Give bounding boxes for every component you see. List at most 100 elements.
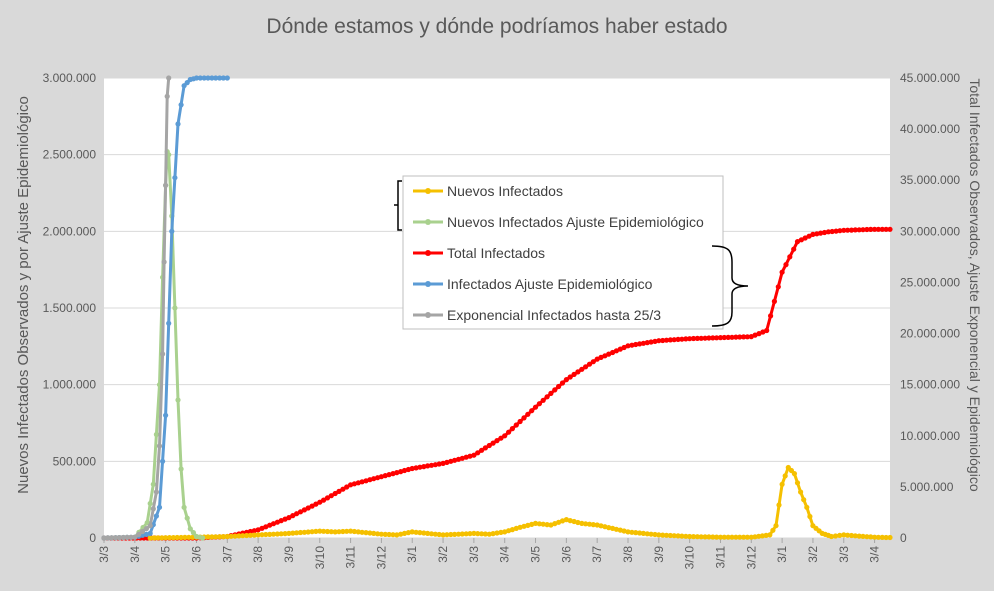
data-point bbox=[852, 227, 858, 233]
data-point bbox=[875, 534, 882, 540]
data-point bbox=[714, 335, 720, 341]
data-point bbox=[710, 534, 716, 540]
data-point bbox=[818, 230, 824, 236]
data-point bbox=[517, 524, 523, 530]
y-axis-left-label: Nuevos Infectados Observados y por Ajust… bbox=[15, 96, 32, 494]
x-tick-label: 3/1 bbox=[405, 546, 419, 563]
data-point bbox=[675, 336, 681, 342]
data-point bbox=[428, 462, 435, 468]
data-point bbox=[548, 390, 554, 396]
data-point bbox=[764, 327, 770, 334]
y-axis-left-ticks: 0 500.000 1.000.000 1.500.000 2.000.000 2.500… bbox=[43, 71, 97, 545]
data-point bbox=[583, 364, 589, 370]
data-point bbox=[525, 522, 531, 529]
data-point bbox=[184, 515, 190, 521]
data-point bbox=[417, 464, 423, 470]
legend: Nuevos Infectados Nuevos Infectados Ajus… bbox=[394, 175, 749, 330]
data-point bbox=[571, 371, 577, 377]
data-point bbox=[498, 529, 504, 536]
data-point bbox=[163, 535, 169, 541]
data-point bbox=[155, 535, 161, 541]
data-point bbox=[621, 344, 627, 351]
data-point bbox=[278, 518, 284, 524]
data-point bbox=[837, 532, 843, 539]
data-point bbox=[741, 534, 747, 540]
data-point bbox=[324, 528, 331, 535]
data-point bbox=[552, 387, 558, 393]
data-point bbox=[694, 534, 701, 540]
data-point bbox=[286, 530, 292, 537]
data-point bbox=[182, 534, 188, 541]
data-point bbox=[351, 528, 357, 535]
data-point bbox=[132, 534, 138, 540]
data-point bbox=[868, 534, 874, 540]
y-right-tick-label: 15.000.000 bbox=[900, 378, 960, 392]
legend-entry-exponencial: Exponencial Infectados hasta 25/3 bbox=[413, 307, 661, 323]
legend-marker bbox=[425, 188, 431, 194]
data-point bbox=[729, 534, 735, 540]
y-left-tick-label: 1.500.000 bbox=[43, 301, 97, 315]
legend-entry-infectados-ajuste: Infectados Ajuste Epidemiológico bbox=[413, 276, 653, 292]
data-point bbox=[490, 440, 496, 446]
data-point bbox=[486, 442, 492, 449]
data-point bbox=[181, 504, 187, 510]
x-tick-label: 3/9 bbox=[282, 546, 296, 563]
data-point bbox=[779, 269, 785, 275]
data-point bbox=[321, 528, 327, 534]
data-point bbox=[702, 534, 708, 540]
data-point bbox=[629, 529, 635, 535]
data-point bbox=[197, 75, 203, 81]
data-point bbox=[710, 335, 716, 341]
data-point bbox=[798, 489, 804, 495]
data-point bbox=[586, 521, 593, 527]
data-point bbox=[290, 530, 296, 536]
data-point bbox=[348, 528, 354, 534]
data-point bbox=[452, 457, 458, 463]
data-point bbox=[540, 397, 546, 403]
data-point bbox=[679, 336, 685, 342]
x-tick-label: 3/1 bbox=[775, 546, 789, 563]
data-point bbox=[153, 489, 159, 495]
data-point bbox=[209, 75, 215, 81]
data-point bbox=[471, 530, 477, 537]
data-point bbox=[773, 523, 779, 529]
data-point bbox=[217, 534, 223, 540]
data-point bbox=[509, 426, 515, 432]
data-point bbox=[240, 533, 246, 539]
data-point bbox=[336, 529, 342, 535]
data-point bbox=[679, 533, 685, 539]
data-point bbox=[166, 535, 173, 541]
data-point bbox=[768, 313, 774, 319]
data-point bbox=[721, 534, 727, 540]
data-point bbox=[872, 226, 878, 232]
data-point bbox=[475, 531, 481, 537]
data-point bbox=[644, 531, 650, 537]
y-right-tick-label: 20.000.000 bbox=[900, 327, 960, 341]
data-point bbox=[652, 531, 658, 538]
data-point bbox=[475, 450, 481, 456]
data-point bbox=[217, 75, 223, 81]
data-point bbox=[105, 535, 111, 541]
data-point bbox=[205, 534, 211, 540]
y-left-tick-label: 500.000 bbox=[53, 454, 97, 468]
data-point bbox=[702, 335, 708, 341]
data-point bbox=[282, 531, 288, 537]
data-point bbox=[255, 532, 261, 538]
data-point bbox=[175, 121, 181, 127]
data-point bbox=[220, 534, 226, 540]
data-point bbox=[776, 502, 782, 508]
data-point bbox=[161, 259, 167, 265]
y-right-tick-label: 40.000.000 bbox=[900, 122, 960, 136]
data-point bbox=[887, 534, 893, 541]
data-point bbox=[782, 473, 788, 479]
data-point bbox=[247, 528, 253, 535]
data-point bbox=[151, 535, 157, 541]
data-point bbox=[359, 529, 365, 535]
data-point bbox=[467, 453, 473, 459]
x-tick-label: 3/8 bbox=[621, 546, 635, 563]
data-point bbox=[444, 532, 450, 538]
data-point bbox=[860, 533, 866, 540]
data-point bbox=[305, 529, 311, 535]
legend-marker bbox=[425, 281, 431, 287]
